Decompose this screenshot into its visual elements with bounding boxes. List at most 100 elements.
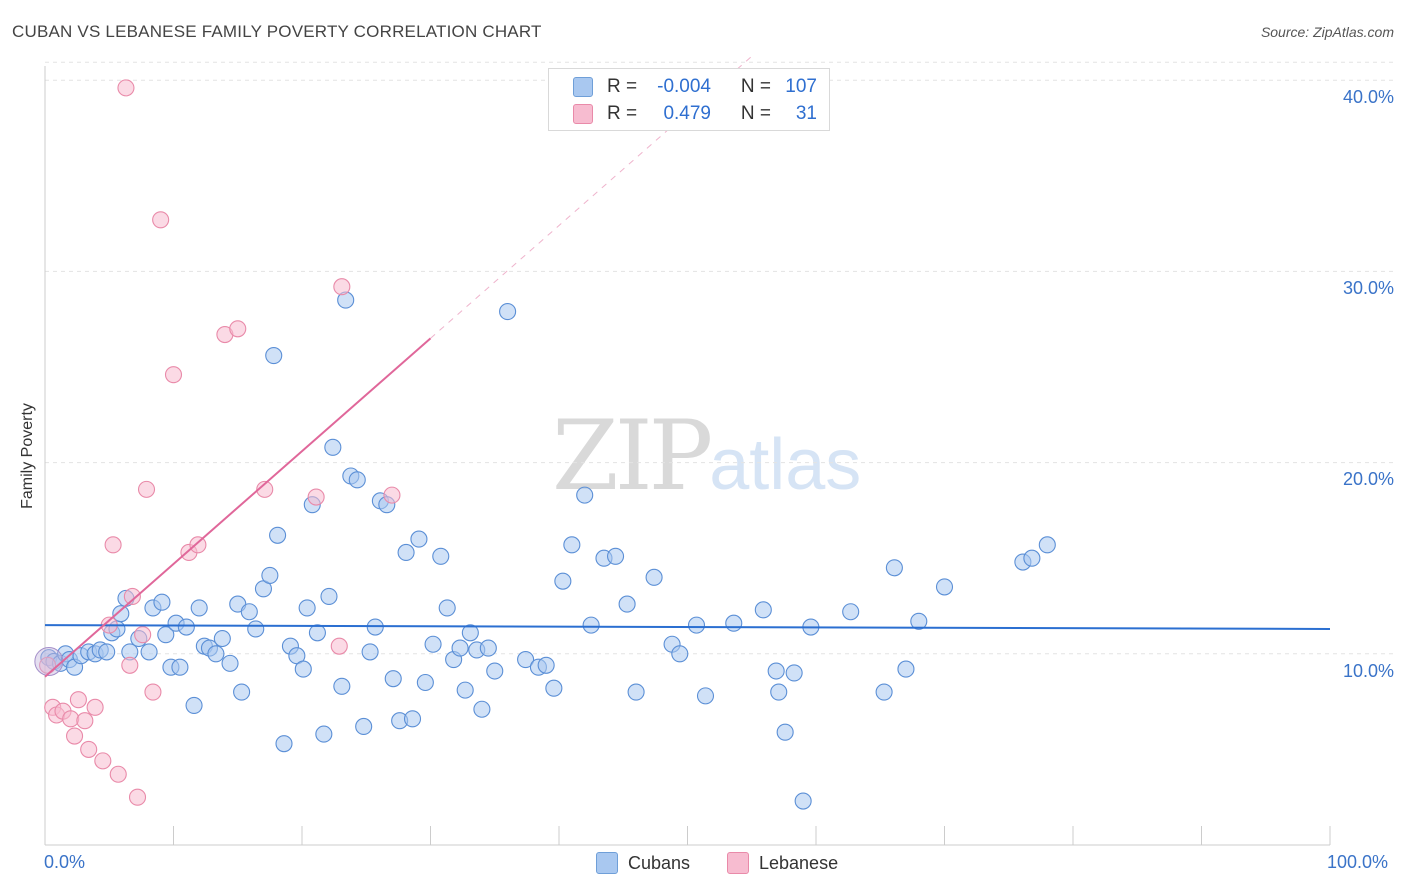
lebanese-point-29 bbox=[330, 637, 348, 655]
lebanese-point-15 bbox=[121, 656, 139, 674]
lebanese-point-21 bbox=[152, 211, 170, 229]
cubans-point-65 bbox=[424, 635, 442, 653]
cubans-point-97 bbox=[770, 683, 788, 701]
cubans-point-25 bbox=[185, 696, 203, 714]
x-tick-label-max: 100.0% bbox=[1327, 852, 1389, 872]
cubans-point-30 bbox=[213, 629, 231, 648]
lebanese-point-14 bbox=[117, 79, 135, 97]
cubans-trend-line bbox=[44, 624, 1331, 630]
cubans-point-87 bbox=[618, 595, 636, 613]
cubans-point-64 bbox=[416, 673, 434, 692]
lebanese-point-12 bbox=[104, 536, 122, 554]
series-legend-lebanese[interactable]: Lebanese bbox=[727, 852, 838, 874]
legend-n-label: N = bbox=[740, 76, 771, 97]
cubans-point-35 bbox=[247, 620, 265, 638]
y-tick-label-10: 10.0% bbox=[1342, 661, 1394, 681]
cubans-point-84 bbox=[582, 616, 600, 634]
cubans-point-102 bbox=[842, 603, 860, 621]
cubans-point-66 bbox=[432, 547, 450, 565]
lebanese-point-31 bbox=[383, 486, 401, 504]
cubans-point-75 bbox=[486, 662, 504, 680]
cubans-point-92 bbox=[687, 616, 706, 634]
cubans-point-80 bbox=[545, 679, 563, 697]
cubans-point-39 bbox=[269, 526, 287, 544]
cubans-point-91 bbox=[671, 645, 689, 663]
lebanese-point-13 bbox=[109, 765, 127, 783]
cubans-point-79 bbox=[537, 656, 555, 674]
lebanese-point-17 bbox=[128, 788, 147, 806]
cubans-point-88 bbox=[627, 683, 645, 701]
lebanese-point-27 bbox=[256, 480, 274, 498]
legend-n-value: 31 bbox=[795, 103, 817, 124]
cluster-point bbox=[34, 646, 64, 676]
lebanese-point-26 bbox=[229, 320, 247, 338]
series-label-lebanese: Lebanese bbox=[759, 852, 839, 873]
lebanese-point-28 bbox=[307, 488, 325, 506]
cubans-point-13 bbox=[112, 605, 130, 623]
cubans-point-95 bbox=[754, 601, 772, 619]
cubans-point-34 bbox=[240, 603, 258, 621]
cubans-point-89 bbox=[645, 568, 663, 586]
series-legend: Cubans Lebanese bbox=[0, 852, 1406, 876]
cubans-point-23 bbox=[171, 658, 189, 676]
cubans-point-98 bbox=[776, 723, 794, 741]
cubans-point-86 bbox=[606, 547, 625, 565]
cubans-point-47 bbox=[315, 725, 333, 743]
x-tick-label-min: 0.0% bbox=[44, 852, 86, 872]
cubans-point-53 bbox=[348, 471, 366, 489]
lebanese-trend-line bbox=[44, 337, 432, 678]
cubans-point-59 bbox=[384, 670, 402, 688]
lebanese-point-9 bbox=[86, 698, 104, 716]
y-tick-label-30: 30.0% bbox=[1342, 278, 1394, 298]
cubans-point-38 bbox=[265, 347, 283, 365]
legend-row-cubans: R = -0.004 N = 107 bbox=[573, 76, 817, 98]
cubans-point-63 bbox=[410, 530, 428, 548]
cubans-point-49 bbox=[324, 438, 342, 456]
lebanese-point-18 bbox=[134, 626, 152, 644]
cubans-point-50 bbox=[333, 677, 351, 695]
legend-n-label: N = bbox=[740, 103, 771, 124]
cubans-point-109 bbox=[1023, 549, 1041, 567]
series-legend-cubans[interactable]: Cubans bbox=[596, 852, 690, 874]
legend-r-value: -0.004 bbox=[657, 76, 711, 97]
lebanese-point-22 bbox=[164, 366, 183, 384]
cubans-point-83 bbox=[576, 486, 594, 504]
lebanese-point-6 bbox=[69, 691, 87, 709]
cubans-point-69 bbox=[451, 639, 469, 657]
lebanese-point-7 bbox=[76, 712, 94, 730]
lebanese-point-8 bbox=[80, 740, 98, 758]
legend-r-label: R = bbox=[607, 103, 638, 124]
cubans-point-55 bbox=[361, 643, 379, 661]
legend-swatch-lebanese bbox=[573, 104, 593, 124]
cubans-point-40 bbox=[275, 735, 293, 753]
cubans-point-43 bbox=[294, 660, 312, 678]
legend-r-value: 0.479 bbox=[663, 103, 711, 124]
cubans-point-44 bbox=[298, 599, 316, 617]
cubans-point-71 bbox=[461, 624, 479, 642]
lebanese-point-10 bbox=[94, 752, 112, 770]
cubans-point-46 bbox=[308, 624, 326, 642]
cubans-point-61 bbox=[397, 543, 415, 562]
lebanese-point-5 bbox=[66, 727, 84, 745]
chart-title: CUBAN VS LEBANESE FAMILY POVERTY CORRELA… bbox=[12, 22, 542, 41]
cubans-point-74 bbox=[479, 639, 497, 657]
legend-r-label: R = bbox=[607, 76, 638, 97]
cubans-point-103 bbox=[875, 683, 893, 701]
cubans-point-82 bbox=[563, 536, 581, 554]
lebanese-point-30 bbox=[333, 278, 351, 296]
cubans-point-33 bbox=[233, 683, 251, 701]
cubans-point-105 bbox=[897, 660, 915, 678]
cubans-point-31 bbox=[221, 654, 239, 672]
cubans-point-29 bbox=[207, 645, 225, 663]
correlation-legend: R = -0.004 N = 107 R = 0.479 N = 31 bbox=[548, 68, 830, 131]
series-label-cubans: Cubans bbox=[628, 852, 691, 873]
cubans-point-20 bbox=[157, 626, 175, 644]
lebanese-point-24 bbox=[189, 536, 207, 554]
cubans-point-100 bbox=[794, 792, 812, 810]
cubans-point-48 bbox=[320, 587, 338, 606]
cubans-point-62 bbox=[403, 710, 422, 728]
cubans-point-17 bbox=[140, 643, 158, 661]
source-credit: Source: ZipAtlas.com bbox=[1260, 24, 1394, 40]
cubans-point-104 bbox=[885, 559, 903, 577]
cubans-point-10 bbox=[98, 643, 116, 661]
